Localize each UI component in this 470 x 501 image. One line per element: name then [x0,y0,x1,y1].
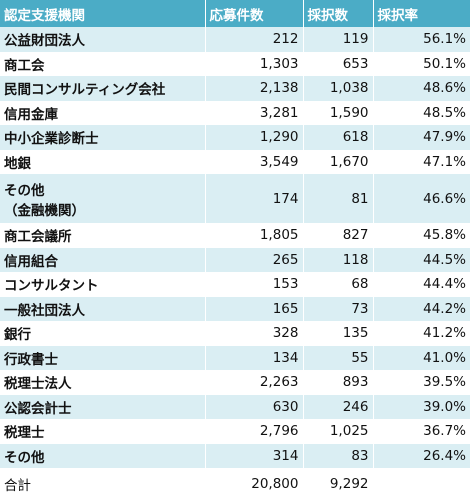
row-label: 商工会 [4,57,45,74]
table-row: 商工会議所 1,805 827 45.8% [0,223,470,248]
table-cell: 630 [204,394,303,419]
table-cell: 26.4% [372,443,470,468]
row-label: 税理士 [4,425,45,442]
table-cell: 1,025 [302,419,373,444]
table-cell: 39.0% [372,394,470,419]
table-cell: 2,796 [204,419,303,444]
table-cell: 36.7% [372,419,470,444]
header-cell: 採択率 [372,0,470,27]
total-row: 合計 20,800 9,292 [0,468,470,500]
row-label: 一般社団法人 [0,296,205,321]
table-cell: 47.9% [372,125,470,150]
table-cell: 81 [302,174,373,223]
row-label: 民間コンサルティング会社 [0,76,205,101]
table-cell: 1,038 [302,76,373,101]
table-cell: 1,805 [204,223,303,248]
table-cell: 45.8% [372,223,470,248]
table-cell: 265 [204,247,303,272]
table-row: 信用金庫 3,281 1,590 48.5% [0,100,470,125]
header-cell: 応募件数 [204,0,303,27]
table-cell: 47.1% [372,149,470,174]
table-cell: 20,800 [204,468,303,500]
table-cell: 83 [302,443,373,468]
table-cell: 827 [302,223,373,248]
table-cell: 328 [204,321,303,346]
table-cell: 1,670 [302,149,373,174]
table-cell: 174 [204,174,303,223]
table-cell: 41.0% [372,345,470,370]
table-row: 民間コンサルティング会社 2,138 1,038 48.6% [0,76,470,101]
row-label: 商工会議所 [4,229,72,246]
table-cell: 1,290 [204,125,303,150]
table-row: 商工会 1,303 653 50.1% [0,51,470,76]
table-cell: 1,303 [204,51,303,76]
table-row: 税理士法人 2,263 893 39.5% [0,370,470,395]
table-cell: 2,138 [204,76,303,101]
row-label: その他 [0,443,205,468]
table-cell: 1,590 [302,100,373,125]
table-cell: 3,549 [204,149,303,174]
row-label: 銀行 [4,327,31,344]
table-row: 地銀 3,549 1,670 47.1% [0,149,470,174]
table-row: 一般社団法人 165 73 44.2% [0,296,470,321]
row-label: 合計 [0,468,205,500]
row-label: 地銀 [4,155,31,172]
table-cell: 3,281 [204,100,303,125]
table-row: 公益財団法人 212 119 56.1% [0,27,470,52]
table-cell: 48.5% [372,100,470,125]
table-cell [372,468,470,500]
table-cell: 41.2% [372,321,470,346]
table-row: コンサルタント 153 68 44.4% [0,272,470,297]
table-row: 税理士 2,796 1,025 36.7% [0,419,470,444]
header-cell: 認定支援機関 [0,0,205,27]
table-cell: 68 [302,272,373,297]
table-cell: 246 [302,394,373,419]
table-cell: 46.6% [372,174,470,223]
table-cell: 135 [302,321,373,346]
table-row: 行政書士 134 55 41.0% [0,345,470,370]
row-label: 信用金庫 [4,106,58,123]
table-cell: 653 [302,51,373,76]
table-cell: 314 [204,443,303,468]
table-cell: 618 [302,125,373,150]
header-row: 認定支援機関 応募件数 採択数 採択率 [0,0,470,27]
table-cell: 134 [204,345,303,370]
row-label: コンサルタント [4,278,99,295]
header-cell: 採択数 [302,0,373,27]
table-cell: 118 [302,247,373,272]
table-cell: 48.6% [372,76,470,101]
table-cell: 39.5% [372,370,470,395]
table-cell: 55 [302,345,373,370]
table-cell: 44.4% [372,272,470,297]
table-cell: 893 [302,370,373,395]
table-cell: 212 [204,27,303,52]
row-label: 税理士法人 [4,376,72,393]
table-body: 公益財団法人 212 119 56.1% 商工会 1,303 653 50.1% 民間コンサルテ… [0,27,470,500]
table-row: その他 314 83 26.4% [0,443,470,468]
table-row: 信用組合 265 118 44.5% [0,247,470,272]
table-cell: 153 [204,272,303,297]
table-row: 中小企業診断士 1,290 618 47.9% [0,125,470,150]
row-label: 公益財団法人 [0,27,205,52]
row-label: 中小企業診断士 [0,125,205,150]
row-label: 行政書士 [0,345,205,370]
table-cell: 50.1% [372,51,470,76]
table-row: 銀行 328 135 41.2% [0,321,470,346]
table-cell: 44.5% [372,247,470,272]
table-cell: 56.1% [372,27,470,52]
table-cell: 9,292 [302,468,373,500]
table-cell: 119 [302,27,373,52]
table-cell: 2,263 [204,370,303,395]
row-label: 信用組合 [0,247,205,272]
row-label: その他 （金融機関） [0,174,205,223]
table-cell: 73 [302,296,373,321]
table-cell: 44.2% [372,296,470,321]
table-row: その他 （金融機関） 174 81 46.6% [0,174,470,223]
row-label: 公認会計士 [0,394,205,419]
table-cell: 165 [204,296,303,321]
table-row: 公認会計士 630 246 39.0% [0,394,470,419]
